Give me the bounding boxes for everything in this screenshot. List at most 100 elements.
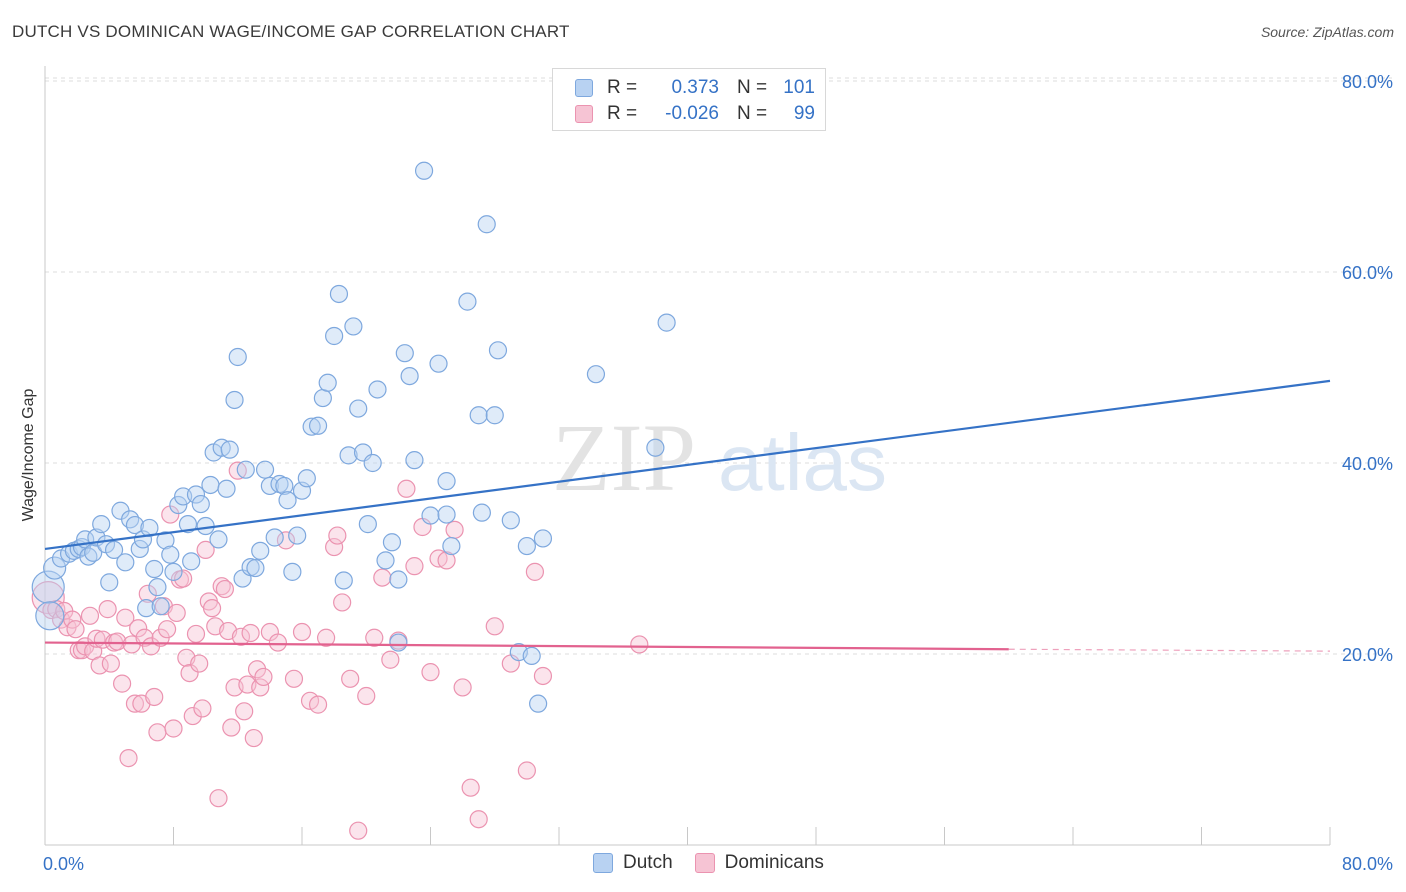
dutch-point	[405, 451, 424, 470]
dutch-point	[437, 472, 456, 491]
dominican-point	[397, 479, 416, 498]
dutch-point	[297, 469, 316, 488]
tick-labels: 20.0% 40.0% 60.0% 80.0% 0.0% 80.0%	[43, 72, 1393, 874]
dutch-point	[421, 506, 440, 525]
dutch-point	[517, 536, 536, 556]
dutch-point	[389, 570, 408, 589]
dutch-point	[137, 599, 156, 618]
dutch-point	[334, 571, 353, 590]
dominican-point	[193, 699, 212, 718]
y-tick-label: 80.0%	[1342, 72, 1393, 92]
dominican-point	[167, 603, 186, 623]
legend-row-dutch: R = 0.373 N = 101	[575, 77, 815, 99]
dutch-point	[140, 518, 159, 538]
dutch-point	[288, 526, 307, 545]
dutch-point	[344, 317, 363, 336]
dominican-point	[349, 821, 368, 840]
x-tick-label: 0.0%	[43, 854, 84, 874]
dominican-point	[341, 669, 360, 688]
dutch-point	[657, 313, 676, 332]
legend-item-dominicans[interactable]: Dominicans	[694, 852, 824, 874]
dominican-point	[453, 678, 472, 697]
dominican-point	[196, 540, 215, 560]
dominican-point	[241, 623, 260, 643]
dutch-point	[196, 516, 215, 536]
dominican-point	[525, 562, 545, 581]
dominican-point	[485, 617, 504, 636]
dutch-point	[209, 530, 228, 549]
dominican-point	[222, 718, 241, 737]
watermark-atlas: atlas	[718, 418, 887, 507]
dominican-point	[292, 622, 312, 642]
dutch-point	[191, 494, 210, 514]
dutch-point	[339, 446, 358, 465]
dutch-point	[275, 476, 294, 496]
dominican-point	[333, 593, 352, 612]
dutch-point	[437, 505, 456, 524]
dominican-point	[66, 620, 85, 639]
dominican-point	[180, 663, 199, 683]
dominican-points	[31, 461, 649, 840]
dominican-point	[174, 569, 193, 588]
dominican-point	[235, 702, 254, 721]
legend-r-value: -0.026	[665, 103, 719, 124]
dominican-point	[328, 526, 347, 545]
dominican-point	[202, 599, 222, 618]
dominican-point	[212, 577, 231, 596]
dominican-point	[148, 723, 167, 742]
dutch-point	[265, 528, 284, 547]
dominican-point	[125, 694, 145, 713]
y-tick-label: 40.0%	[1342, 454, 1393, 474]
dominican-point	[190, 654, 209, 673]
dominican-point	[108, 632, 127, 651]
dutch-point	[368, 380, 387, 399]
dutch-point	[121, 510, 140, 529]
dutch-point	[84, 543, 103, 562]
dominican-point	[517, 761, 536, 780]
legend-item-dutch[interactable]: Dutch	[593, 852, 673, 874]
dominican-point	[215, 579, 234, 599]
dominican-point	[373, 568, 392, 587]
dutch-point	[318, 373, 337, 392]
legend-n-label: N =	[737, 77, 768, 98]
dutch-point	[169, 495, 188, 515]
axes	[44, 66, 1331, 846]
dutch-point	[246, 558, 265, 578]
dutch-point	[125, 515, 145, 535]
correlation-legend: R = 0.373 N = 101 R = -0.026 N = 99	[552, 68, 826, 131]
dominican-point	[98, 600, 117, 619]
dutch-point	[358, 515, 377, 534]
dutch-point	[325, 326, 344, 346]
dominican-point	[308, 695, 328, 714]
dutch-point	[529, 694, 548, 713]
dutch-point	[186, 485, 206, 504]
dominican-point	[186, 624, 206, 644]
dutch-point	[469, 406, 488, 425]
series-legend: Dutch Dominicans	[593, 852, 846, 874]
dominican-point	[357, 686, 376, 706]
dutch-point	[164, 562, 183, 581]
legend-row-dominicans: R = -0.026 N = 99	[575, 103, 815, 125]
dutch-point	[349, 399, 368, 418]
legend-n-value: 101	[783, 77, 815, 98]
source-label: Source: ZipAtlas.com	[1260, 24, 1394, 40]
dutch-point	[501, 511, 520, 530]
dutch-point	[156, 531, 175, 550]
dutch-point	[100, 573, 119, 592]
dominican-point	[365, 628, 384, 647]
dominican-point	[129, 619, 148, 638]
dutch-point	[104, 540, 124, 560]
dominican-point	[157, 620, 177, 639]
dominican-point	[325, 537, 344, 557]
dutch-point	[283, 562, 302, 581]
dutch-point	[201, 475, 220, 495]
dominican-swatch	[694, 853, 715, 873]
dutch-point	[116, 553, 135, 572]
legend-label-dominicans: Dominicans	[724, 852, 824, 873]
dominican-point	[80, 606, 100, 625]
dominican-point	[231, 627, 251, 646]
dutch-point	[400, 366, 419, 386]
dominican-point	[247, 660, 267, 679]
dutch-point	[472, 503, 491, 522]
